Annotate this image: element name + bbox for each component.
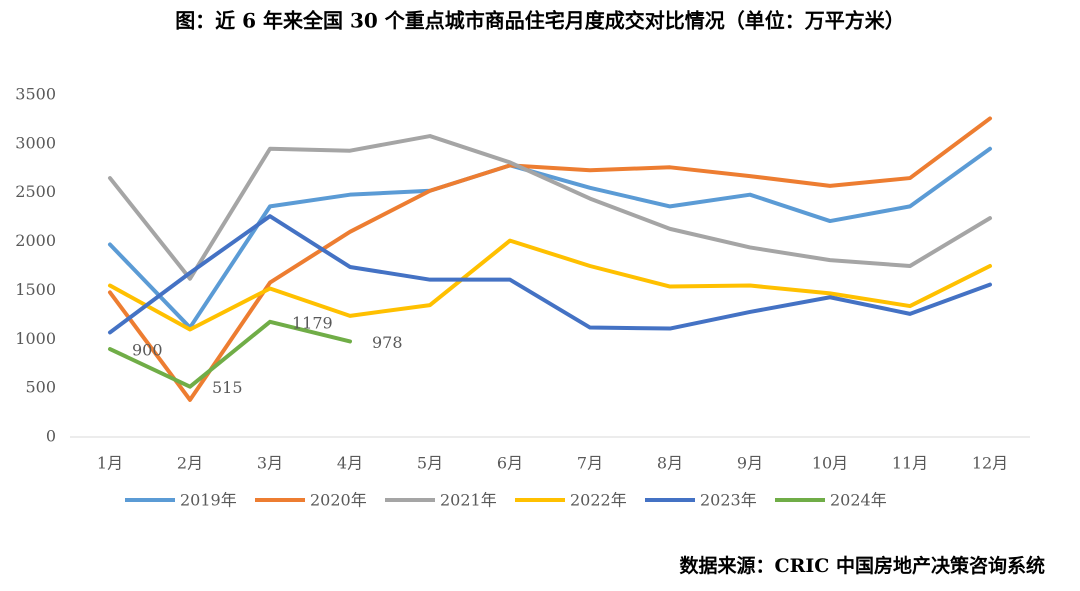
x-tick-label: 10月 — [812, 454, 848, 473]
x-tick-label: 3月 — [257, 454, 283, 473]
x-tick-label: 12月 — [972, 454, 1008, 473]
chart-title: 图：近 6 年来全国 30 个重点城市商品住宅月度成交对比情况（单位：万平方米） — [175, 9, 905, 33]
data-label: 978 — [372, 333, 403, 352]
x-tick-label: 9月 — [737, 454, 763, 473]
y-tick-label: 500 — [25, 378, 56, 397]
x-tick-label: 8月 — [657, 454, 683, 473]
x-tick-label: 2月 — [177, 454, 203, 473]
y-tick-label: 3000 — [15, 133, 56, 152]
y-tick-label: 2000 — [15, 231, 56, 250]
x-tick-label: 6月 — [497, 454, 523, 473]
y-tick-label: 3500 — [15, 85, 56, 104]
x-tick-label: 11月 — [892, 454, 928, 473]
x-tick-label: 4月 — [337, 454, 363, 473]
x-tick-label: 7月 — [577, 454, 603, 473]
y-tick-label: 2500 — [15, 182, 56, 201]
source: 数据来源：CRIC 中国房地产决策咨询系统 — [679, 554, 1045, 577]
legend-label: 2019年 — [180, 491, 237, 510]
data-label: 1179 — [292, 313, 333, 332]
series-line — [108, 238, 992, 332]
y-tick-label: 1500 — [15, 280, 56, 299]
legend-label: 2023年 — [700, 491, 757, 510]
data-label: 515 — [212, 378, 243, 397]
y-tick-label: 0 — [46, 427, 56, 446]
legend-label: 2020年 — [310, 491, 367, 510]
x-tick-label: 1月 — [97, 454, 123, 473]
x-tick-label: 5月 — [417, 454, 443, 473]
legend-label: 2022年 — [570, 491, 627, 510]
y-tick-label: 1000 — [15, 329, 56, 348]
series-line — [108, 116, 992, 402]
data-label: 900 — [132, 341, 163, 360]
legend-label: 2021年 — [440, 491, 497, 510]
legend-label: 2024年 — [830, 491, 887, 510]
series-line — [108, 319, 352, 389]
series-line — [108, 214, 992, 335]
series-line — [108, 134, 992, 281]
